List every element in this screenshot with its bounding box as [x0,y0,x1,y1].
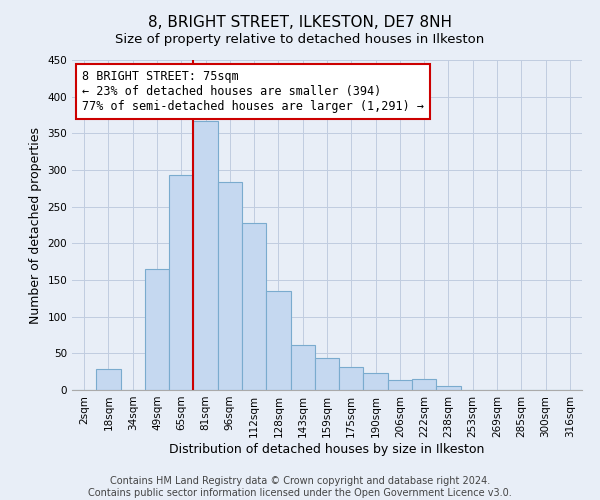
Text: 8 BRIGHT STREET: 75sqm
← 23% of detached houses are smaller (394)
77% of semi-de: 8 BRIGHT STREET: 75sqm ← 23% of detached… [82,70,424,113]
Bar [388,380,412,390]
Bar [364,373,388,390]
Bar [339,366,364,390]
Bar [96,370,121,390]
Bar [242,223,266,390]
Text: 8, BRIGHT STREET, ILKESTON, DE7 8NH: 8, BRIGHT STREET, ILKESTON, DE7 8NH [148,15,452,30]
Bar [169,175,193,390]
Bar [412,379,436,390]
Text: Size of property relative to detached houses in Ilkeston: Size of property relative to detached ho… [115,32,485,46]
Bar [145,269,169,390]
Bar [290,344,315,390]
Bar [266,291,290,390]
Bar [193,121,218,390]
Y-axis label: Number of detached properties: Number of detached properties [29,126,42,324]
Bar [315,358,339,390]
Text: Contains HM Land Registry data © Crown copyright and database right 2024.
Contai: Contains HM Land Registry data © Crown c… [88,476,512,498]
X-axis label: Distribution of detached houses by size in Ilkeston: Distribution of detached houses by size … [169,442,485,456]
Bar [218,182,242,390]
Bar [436,386,461,390]
